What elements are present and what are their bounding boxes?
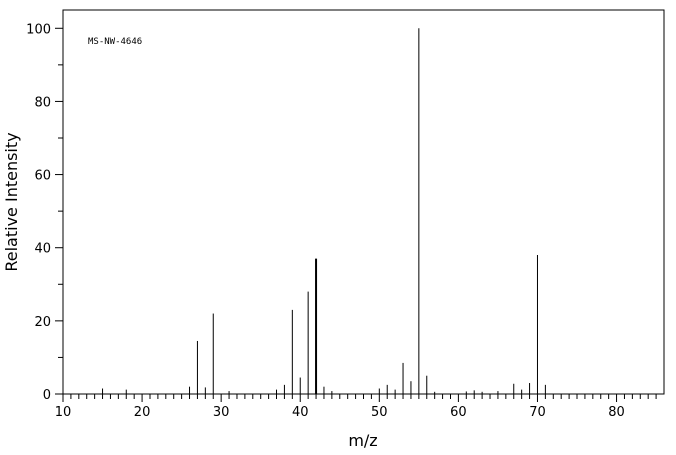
spectrum-peaks [102,28,546,394]
y-tick-label: 0 [43,388,51,403]
y-tick-label: 100 [26,22,51,37]
x-tick-label: 40 [292,405,309,420]
x-axis-ticks: 10 20 30 40 50 60 70 80 [55,394,657,420]
x-tick-label: 60 [450,405,467,420]
x-axis-label: m/z [348,431,377,450]
x-tick-label: 50 [371,405,388,420]
x-tick-label: 20 [134,405,151,420]
x-tick-label: 80 [608,405,625,420]
y-tick-label: 20 [34,315,51,330]
y-tick-label: 40 [34,242,51,257]
y-tick-label: 80 [34,95,51,110]
x-tick-label: 70 [529,405,546,420]
y-axis-label: Relative Intensity [2,132,21,271]
spectrum-annotation: MS-NW-4646 [88,37,142,47]
y-axis-ticks: 0 20 40 60 80 100 [26,22,63,403]
plot-frame [62,9,665,395]
y-tick-label: 60 [34,169,51,184]
x-tick-label: 30 [213,405,230,420]
x-tick-label: 10 [55,405,72,420]
